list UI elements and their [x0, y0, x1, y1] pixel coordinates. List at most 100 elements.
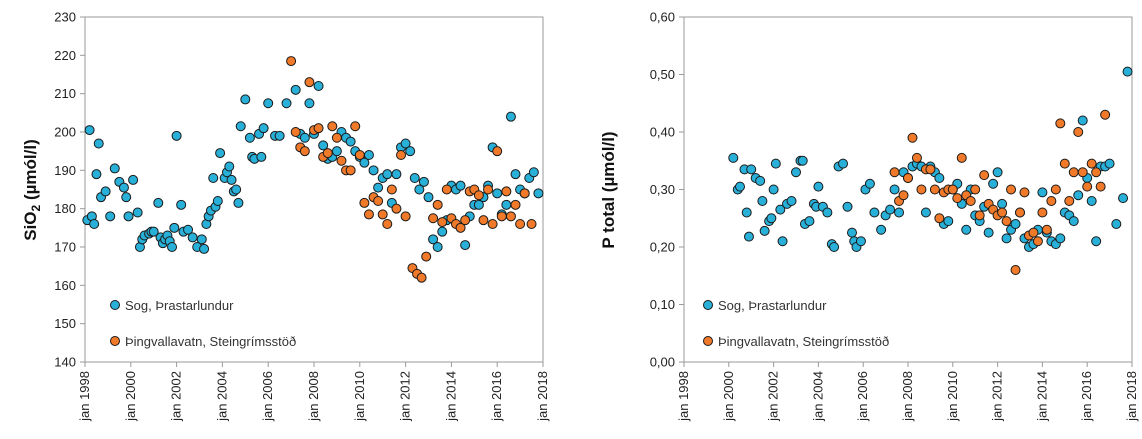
ptotal-point-thingvallavatn: [1037, 207, 1048, 218]
sio2-point-sog: [196, 234, 207, 245]
ptotal-point-thingvallavatn: [997, 207, 1008, 218]
ptotal-point-sog: [1073, 190, 1084, 201]
sio2-point-sog: [400, 138, 411, 149]
ptotal-point-thingvallavatn: [925, 164, 936, 175]
sio2-point-sog: [331, 146, 342, 157]
sio2-point-thingvallavatn: [519, 188, 530, 199]
sio2-point-thingvallavatn: [327, 121, 338, 132]
sio2-point-sog: [299, 132, 310, 143]
ptotal-point-sog: [728, 152, 739, 163]
sio2-point-sog: [533, 188, 544, 199]
ptotal-point-sog: [1037, 187, 1048, 198]
ptotal-point-thingvallavatn: [907, 132, 918, 143]
sio2-point-thingvallavatn: [501, 186, 512, 197]
sio2-point-thingvallavatn: [313, 123, 324, 134]
ptotal-point-thingvallavatn: [1032, 236, 1043, 247]
ptotal-x-tick-label: jan 2000: [721, 371, 736, 422]
ptotal-point-thingvallavatn: [1019, 187, 1030, 198]
sio2-point-sog: [423, 192, 434, 203]
ptotal-point-thingvallavatn: [916, 184, 927, 195]
sio2-point-thingvallavatn: [336, 155, 347, 166]
sio2-point-sog: [492, 188, 503, 199]
ptotal-legend: Sog, Þrastarlundur Þingvallavatn, Steing…: [703, 298, 889, 349]
sio2-y-label-main: SiO: [21, 211, 40, 240]
sio2-point-sog: [132, 207, 143, 218]
ptotal-y-tick-label: 0,40: [650, 125, 675, 140]
sio2-point-sog: [244, 132, 255, 143]
sio2-x-tick-label: jan 2012: [398, 371, 413, 422]
ptotal-point-sog: [741, 207, 752, 218]
sio2-y-tick-label: 230: [54, 10, 76, 25]
ptotal-point-sog: [735, 181, 745, 192]
sio2-point-thingvallavatn: [487, 219, 498, 229]
sio2-point-thingvallavatn: [386, 184, 397, 195]
sio2-x-tick-label: jan 2008: [306, 371, 321, 422]
ptotal-point-thingvallavatn: [1077, 167, 1088, 178]
ptotal-point-thingvallavatn: [929, 184, 940, 195]
ptotal-y-tick-label: 0,10: [650, 297, 675, 312]
ptotal-point-sog: [746, 164, 757, 175]
ptotal-point-thingvallavatn: [1059, 158, 1070, 169]
ptotal-point-thingvallavatn: [1086, 158, 1097, 169]
sio2-point-sog: [100, 186, 111, 197]
sio2-point-thingvallavatn: [496, 211, 507, 222]
ptotal-x-tick-label: jan 2014: [1034, 371, 1049, 422]
sio2-x-tick-label: jan 2018: [535, 371, 550, 422]
ptotal-y-tick-label: 0,00: [650, 355, 675, 370]
sio2-point-thingvallavatn: [331, 132, 342, 143]
sio2-legend-marker-thing: [110, 336, 120, 346]
ptotal-point-sog: [920, 207, 931, 218]
ptotal-x-tick-label: jan 2002: [766, 371, 781, 422]
ptotal-point-thingvallavatn: [952, 193, 963, 204]
sio2-point-sog: [368, 165, 379, 176]
sio2-x-tick-label: jan 2004: [214, 371, 229, 422]
sio2-point-thingvallavatn: [455, 222, 466, 233]
sio2-point-sog: [199, 243, 210, 254]
ptotal-point-sog: [869, 207, 880, 218]
sio2-point-sog: [153, 197, 164, 208]
sio2-point-sog: [233, 197, 244, 208]
sio2-point-sog: [405, 146, 416, 157]
sio2-point-sog: [212, 196, 223, 206]
sio2-point-sog: [84, 125, 95, 136]
sio2-point-sog: [167, 242, 178, 252]
ptotal-point-sog: [988, 178, 999, 189]
ptotal-point-sog: [813, 181, 824, 192]
ptotal-point-thingvallavatn: [965, 196, 976, 206]
sio2-point-thingvallavatn: [382, 219, 393, 229]
ptotal-point-thingvallavatn: [1028, 227, 1039, 238]
ptotal-point-thingvallavatn: [911, 152, 922, 163]
ptotal-point-thingvallavatn: [974, 210, 985, 221]
ptotal-point-thingvallavatn: [1068, 167, 1079, 178]
sio2-point-sog: [382, 169, 393, 180]
ptotal-point-sog: [822, 207, 833, 218]
sio2-point-sog: [226, 174, 237, 185]
sio2-point-sog: [304, 98, 315, 109]
sio2-point-thingvallavatn: [483, 184, 494, 195]
sio2-point-thingvallavatn: [359, 197, 370, 208]
ptotal-point-sog: [1091, 236, 1102, 247]
ptotal-point-thingvallavatn: [1050, 184, 1061, 195]
sio2-point-sog: [121, 192, 132, 203]
ptotal-point-thingvallavatn: [1041, 224, 1052, 235]
sio2-point-thingvallavatn: [416, 272, 427, 283]
sio2-y-tick-label: 220: [54, 48, 76, 63]
sio2-point-sog: [528, 167, 539, 178]
sio2-point-sog: [240, 94, 251, 105]
ptotal-point-sog: [743, 231, 754, 242]
ptotal-point-sog: [961, 224, 972, 235]
ptotal-x-tick-label: jan 2006: [855, 371, 870, 422]
ptotal-point-thingvallavatn: [903, 173, 913, 183]
sio2-point-sog: [432, 242, 443, 252]
ptotal-y-ticks: 0,00 0,10 0,20 0,30 0,40 0,50 0,60: [650, 10, 684, 370]
sio2-point-sog: [510, 169, 521, 180]
ptotal-legend-label-thing: Þingvallavatn, Steingrímsstöð: [718, 334, 889, 349]
ptotal-point-thingvallavatn: [956, 152, 967, 163]
sio2-x-tick-label: jan 2002: [169, 371, 184, 422]
ptotal-point-thingvallavatn: [1015, 207, 1025, 218]
ptotal-point-sog: [838, 158, 849, 169]
ptotal-point-sog: [983, 227, 994, 238]
sio2-point-sog: [169, 222, 180, 233]
ptotal-point-sog: [777, 236, 788, 247]
sio2-y-label-sub: 2: [29, 204, 43, 211]
